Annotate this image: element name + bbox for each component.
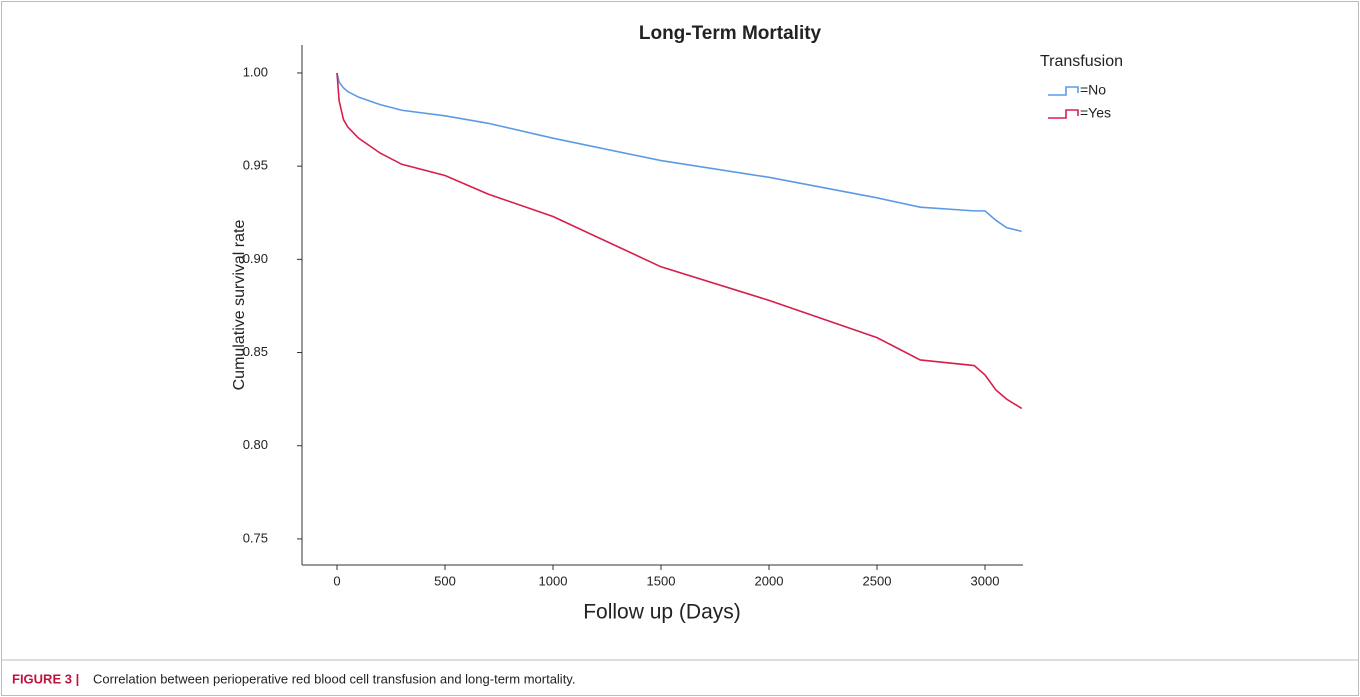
- x-tick-label: 1500: [647, 573, 676, 588]
- caption-label: FIGURE 3 |: [12, 671, 79, 686]
- x-tick-label: 3000: [971, 573, 1000, 588]
- legend-swatch: [1048, 109, 1079, 119]
- y-tick-label: 0.75: [243, 530, 268, 545]
- y-tick-label: 1.00: [243, 64, 268, 79]
- chart-title: Long-Term Mortality: [639, 23, 822, 44]
- y-tick-label: 0.90: [243, 251, 268, 266]
- caption-text: Correlation between perioperative red bl…: [93, 671, 575, 686]
- legend-label: =No: [1080, 82, 1106, 98]
- x-tick-label: 500: [434, 573, 456, 588]
- legend-swatch: [1048, 86, 1079, 96]
- x-tick-label: 1000: [539, 573, 568, 588]
- x-tick-label: 0: [333, 573, 340, 588]
- x-tick-label: 2500: [863, 573, 892, 588]
- survival-curve: [336, 72, 1023, 410]
- x-axis-label: Follow up (Days): [583, 601, 741, 624]
- y-tick-label: 0.85: [243, 344, 268, 359]
- legend-label: =Yes: [1080, 105, 1111, 121]
- survival-curve: [336, 72, 1022, 233]
- x-tick-label: 2000: [755, 573, 784, 588]
- y-tick-label: 0.95: [243, 158, 268, 173]
- legend-title: Transfusion: [1040, 53, 1123, 70]
- y-tick-label: 0.80: [243, 437, 268, 452]
- y-axis-label: Cumulative survival rate: [231, 220, 248, 391]
